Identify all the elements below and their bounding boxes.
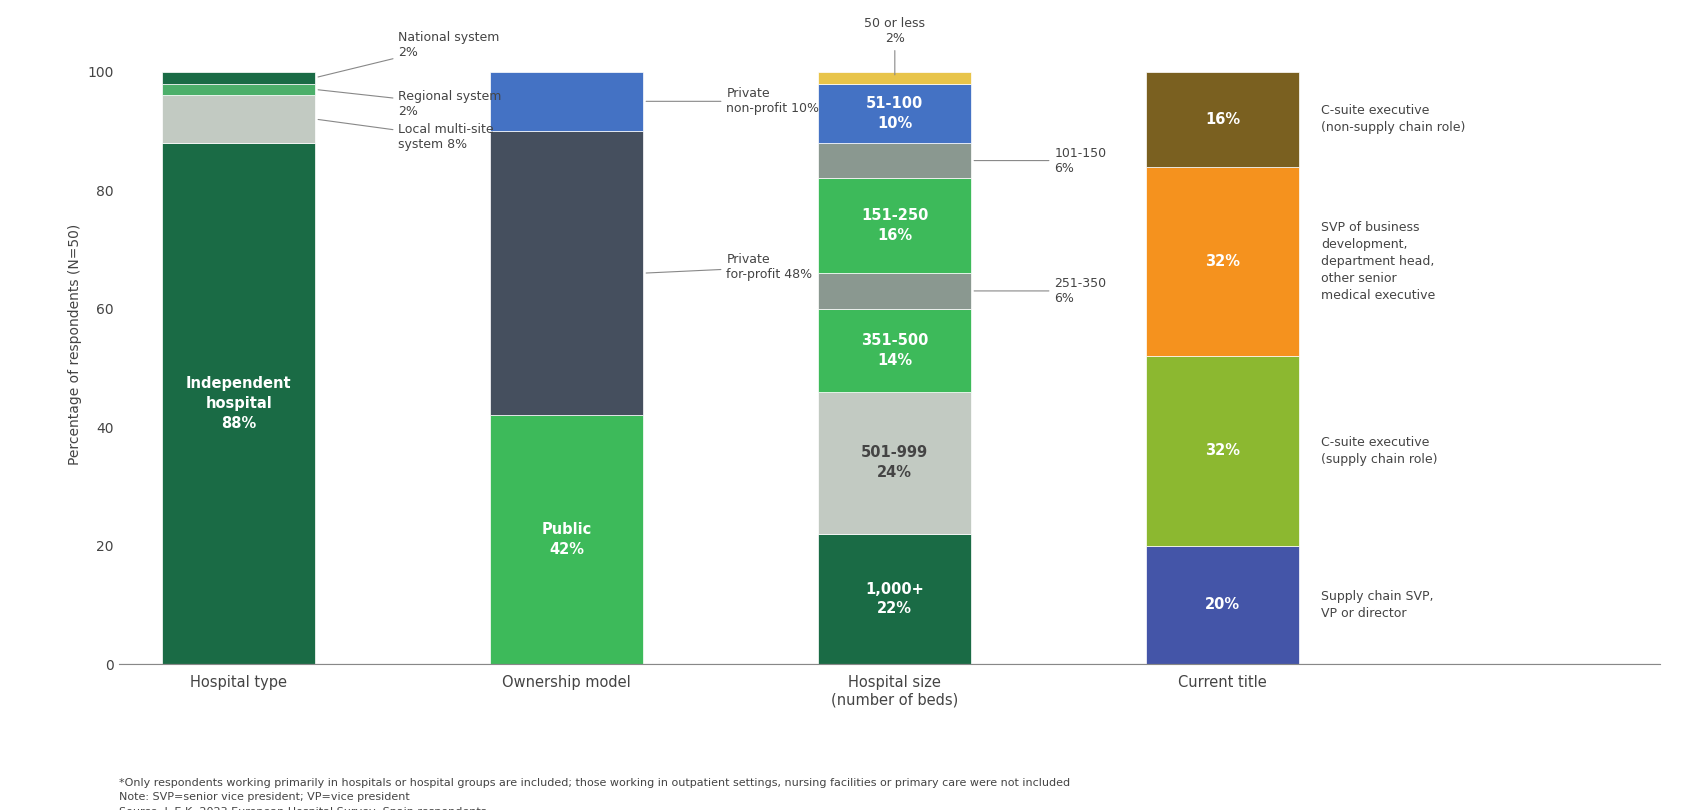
Bar [163, 143, 315, 664]
Text: Regional system
2%: Regional system 2% [318, 90, 501, 118]
Text: National system
2%: National system 2% [318, 31, 500, 77]
Bar [818, 309, 971, 392]
Bar [163, 83, 315, 96]
Bar [818, 273, 971, 309]
Bar [818, 72, 971, 83]
Bar [818, 143, 971, 178]
Text: 51-100
10%: 51-100 10% [866, 96, 923, 130]
Text: 32%: 32% [1206, 254, 1240, 269]
Text: 351-500
14%: 351-500 14% [861, 333, 928, 368]
Text: 20%: 20% [1204, 598, 1240, 612]
Text: 32%: 32% [1206, 443, 1240, 458]
Bar [1147, 167, 1299, 356]
Text: 101-150
6%: 101-150 6% [974, 147, 1106, 175]
Text: 1,000+
22%: 1,000+ 22% [866, 582, 925, 616]
Text: 251-350
6%: 251-350 6% [974, 277, 1106, 305]
Bar [1147, 72, 1299, 167]
Bar [1147, 356, 1299, 546]
Bar [163, 72, 315, 83]
Text: 50 or less
2%: 50 or less 2% [864, 17, 925, 75]
Text: Local multi-site
system 8%: Local multi-site system 8% [318, 119, 495, 151]
Text: Private
for-profit 48%: Private for-profit 48% [645, 254, 813, 281]
Y-axis label: Percentage of respondents (N=50): Percentage of respondents (N=50) [68, 224, 81, 465]
Text: SVP of business
development,
department head,
other senior
medical executive: SVP of business development, department … [1321, 221, 1435, 302]
Text: *Only respondents working primarily in hospitals or hospital groups are included: *Only respondents working primarily in h… [119, 778, 1069, 810]
Bar [490, 416, 644, 664]
Bar [490, 72, 644, 131]
Text: C-suite executive
(non-supply chain role): C-suite executive (non-supply chain role… [1321, 104, 1465, 134]
Bar [1147, 546, 1299, 664]
Text: 151-250
16%: 151-250 16% [861, 208, 928, 243]
Text: 501-999
24%: 501-999 24% [861, 446, 928, 480]
Text: 16%: 16% [1204, 112, 1240, 126]
Bar [818, 83, 971, 143]
Bar [818, 392, 971, 534]
Bar [163, 96, 315, 143]
Text: Public
42%: Public 42% [542, 522, 591, 557]
Bar [818, 178, 971, 273]
Bar [490, 131, 644, 416]
Text: C-suite executive
(supply chain role): C-suite executive (supply chain role) [1321, 436, 1438, 466]
Bar [818, 534, 971, 664]
Text: Independent
hospital
88%: Independent hospital 88% [186, 376, 291, 431]
Text: Private
non-profit 10%: Private non-profit 10% [645, 87, 820, 115]
Text: Supply chain SVP,
VP or director: Supply chain SVP, VP or director [1321, 590, 1433, 620]
